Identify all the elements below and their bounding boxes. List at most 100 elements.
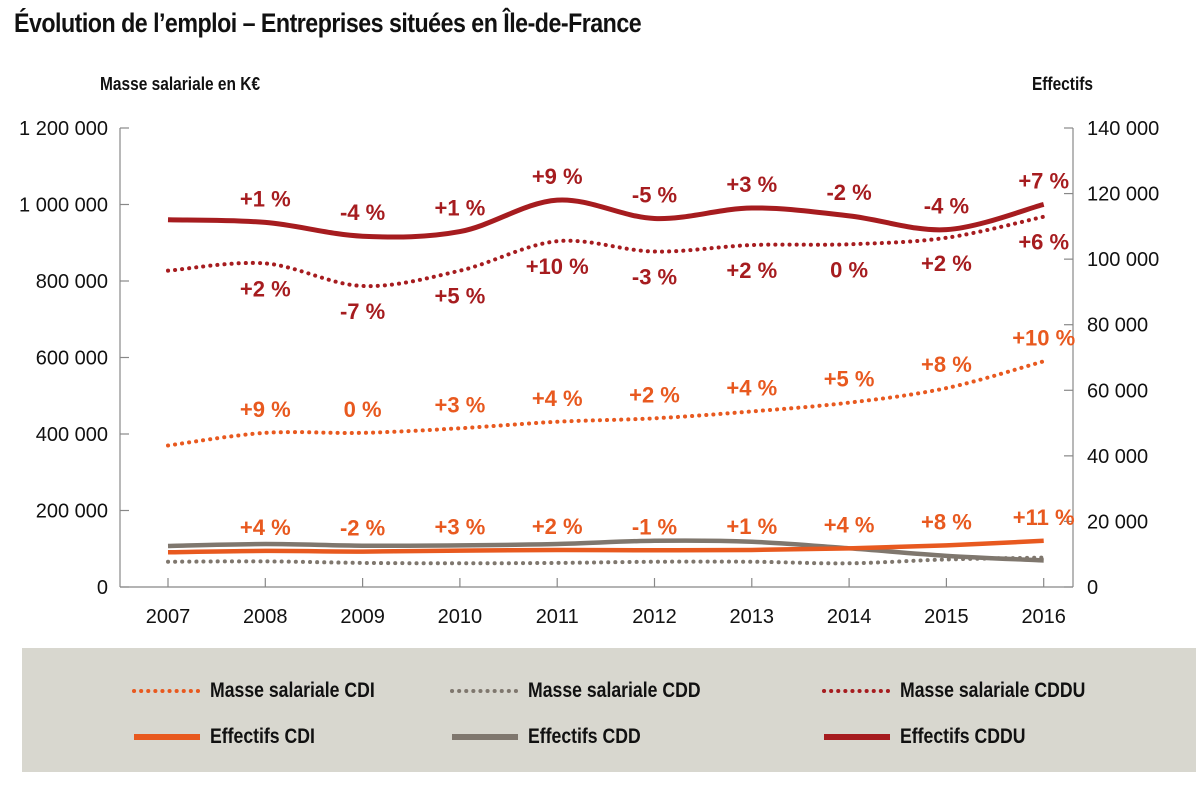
data-point-ms-cdi xyxy=(555,420,559,424)
series-line-eff-cddu xyxy=(167,197,1045,240)
data-label-eff-cddu: -4 % xyxy=(340,200,385,225)
y-right-tick-label: 60 000 xyxy=(1087,380,1148,402)
data-point-ms-cdi xyxy=(263,431,267,435)
data-label-eff-cddu: +3 % xyxy=(726,172,777,197)
x-tick-label: 2008 xyxy=(243,606,288,628)
data-point-ms-cdi xyxy=(361,431,365,435)
y-left-tick-label: 600 000 xyxy=(36,348,108,370)
x-tick-label: 2013 xyxy=(730,606,775,628)
data-label-ms-cddu: +5 % xyxy=(435,284,486,309)
legend-label: Effectifs CDDU xyxy=(900,725,1026,748)
data-point-eff-cddu xyxy=(653,216,657,220)
data-label-eff-cddu: +9 % xyxy=(532,164,583,189)
data-point-eff-cddu xyxy=(555,198,559,202)
y-right-tick-label: 0 xyxy=(1087,577,1098,599)
data-point-eff-cdd xyxy=(944,554,948,558)
series-line-eff-cdi xyxy=(167,538,1044,555)
data-point-eff-cdi xyxy=(847,546,851,550)
data-point-ms-cdd xyxy=(166,560,170,564)
data-point-eff-cdi xyxy=(750,548,754,552)
data-label-ms-cdi: 0 % xyxy=(344,397,382,422)
data-point-eff-cdi xyxy=(555,548,559,552)
legend-item-ms-cdi: Masse salariale CDI xyxy=(132,676,406,706)
chart-plot: 0 200 000 400 000 600 000 800 000 1 000 000 1 … xyxy=(19,118,1159,628)
data-point-eff-cdi xyxy=(361,550,365,554)
data-label-eff-cdi: +11 % xyxy=(1013,505,1075,530)
x-tick-label: 2015 xyxy=(924,606,969,628)
data-point-eff-cdd xyxy=(653,539,657,543)
data-point-eff-cddu xyxy=(750,206,754,210)
data-point-ms-cdi xyxy=(750,409,754,413)
data-point-ms-cddu xyxy=(361,284,365,288)
x-tick-label: 2016 xyxy=(1021,606,1066,628)
data-point-ms-cdi xyxy=(847,401,851,405)
data-label-eff-cdi: -2 % xyxy=(340,516,385,541)
data-point-ms-cdi xyxy=(653,416,657,420)
data-point-eff-cdi xyxy=(653,548,657,552)
data-point-ms-cdd xyxy=(263,559,267,563)
legend-item-ms-cddu: Masse salariale CDDU xyxy=(822,676,1121,706)
y-right-tick-label: 140 000 xyxy=(1087,118,1159,140)
y-right-tick-label: 20 000 xyxy=(1087,511,1148,533)
data-label-eff-cddu: +7 % xyxy=(1018,168,1069,193)
data-point-ms-cddu xyxy=(263,261,267,265)
data-point-ms-cddu xyxy=(944,236,948,240)
data-point-eff-cdd xyxy=(458,543,462,547)
data-label-ms-cdi: +3 % xyxy=(435,392,486,417)
data-label-eff-cdi: +4 % xyxy=(824,512,875,537)
data-label-eff-cdi: +8 % xyxy=(921,509,972,534)
data-point-eff-cdi xyxy=(1042,539,1046,543)
chart-title: Évolution de l’emploi – Entreprises situ… xyxy=(14,8,642,38)
data-label-ms-cdi: +9 % xyxy=(240,397,291,422)
data-label-ms-cddu: +2 % xyxy=(726,258,777,283)
data-label-eff-cddu: -2 % xyxy=(826,180,871,205)
x-tick-label: 2007 xyxy=(146,606,191,628)
series-line-eff-cdd xyxy=(167,538,1044,563)
data-point-ms-cdd xyxy=(653,560,657,564)
legend-item-eff-cdd: Effectifs CDD xyxy=(450,722,662,752)
data-point-eff-cddu xyxy=(944,228,948,232)
data-point-ms-cddu xyxy=(555,239,559,243)
data-point-eff-cddu xyxy=(361,234,365,238)
data-point-ms-cddu xyxy=(653,250,657,254)
x-tick-label: 2011 xyxy=(536,606,579,628)
x-tick-label: 2010 xyxy=(438,606,483,628)
series-line-ms-cdd xyxy=(166,555,1046,566)
legend-swatch-eff-cddu xyxy=(824,734,890,740)
data-label-ms-cddu: 0 % xyxy=(830,257,868,282)
data-point-ms-cddu xyxy=(847,242,851,246)
data-point-eff-cdd xyxy=(750,540,754,544)
data-point-ms-cdd xyxy=(555,561,559,565)
data-point-eff-cdi xyxy=(458,549,462,553)
data-point-ms-cddu xyxy=(458,269,462,273)
y-right-tick-label: 120 000 xyxy=(1087,184,1159,206)
y-left-axis-title: Masse salariale en K€ xyxy=(100,74,261,94)
data-point-eff-cdd xyxy=(1042,558,1046,562)
data-point-ms-cdd xyxy=(361,561,365,565)
legend-label: Effectifs CDD xyxy=(528,725,641,748)
data-point-ms-cdi xyxy=(1042,359,1046,363)
data-point-eff-cdd xyxy=(361,544,365,548)
data-point-eff-cdd xyxy=(555,542,559,546)
data-point-eff-cddu xyxy=(847,214,851,218)
y-right-tick-label: 100 000 xyxy=(1087,249,1159,271)
data-point-ms-cddu xyxy=(750,243,754,247)
data-label-ms-cddu: +6 % xyxy=(1018,230,1069,255)
data-label-eff-cdi: +2 % xyxy=(532,514,583,539)
data-point-eff-cdi xyxy=(263,549,267,553)
data-point-eff-cdd xyxy=(166,544,170,548)
data-label-ms-cddu: +2 % xyxy=(240,276,291,301)
y-left-tick-label: 1 000 000 xyxy=(19,195,108,217)
data-label-ms-cdi: +8 % xyxy=(921,352,972,377)
data-point-eff-cdi xyxy=(166,550,170,554)
data-label-ms-cdi: +2 % xyxy=(629,382,680,407)
y-left-tick-label: 0 xyxy=(97,577,108,599)
data-label-ms-cdi: +10 % xyxy=(1012,325,1075,350)
data-point-eff-cdi xyxy=(944,543,948,547)
data-label-eff-cdi: +3 % xyxy=(435,515,486,540)
legend-swatch-ms-cddu xyxy=(822,689,892,693)
legend-swatch-eff-cdd xyxy=(452,734,518,740)
y-left-tick-label: 1 200 000 xyxy=(19,118,108,140)
y-right-axis-title: Effectifs xyxy=(1031,74,1093,94)
data-label-eff-cddu: +1 % xyxy=(435,196,486,221)
